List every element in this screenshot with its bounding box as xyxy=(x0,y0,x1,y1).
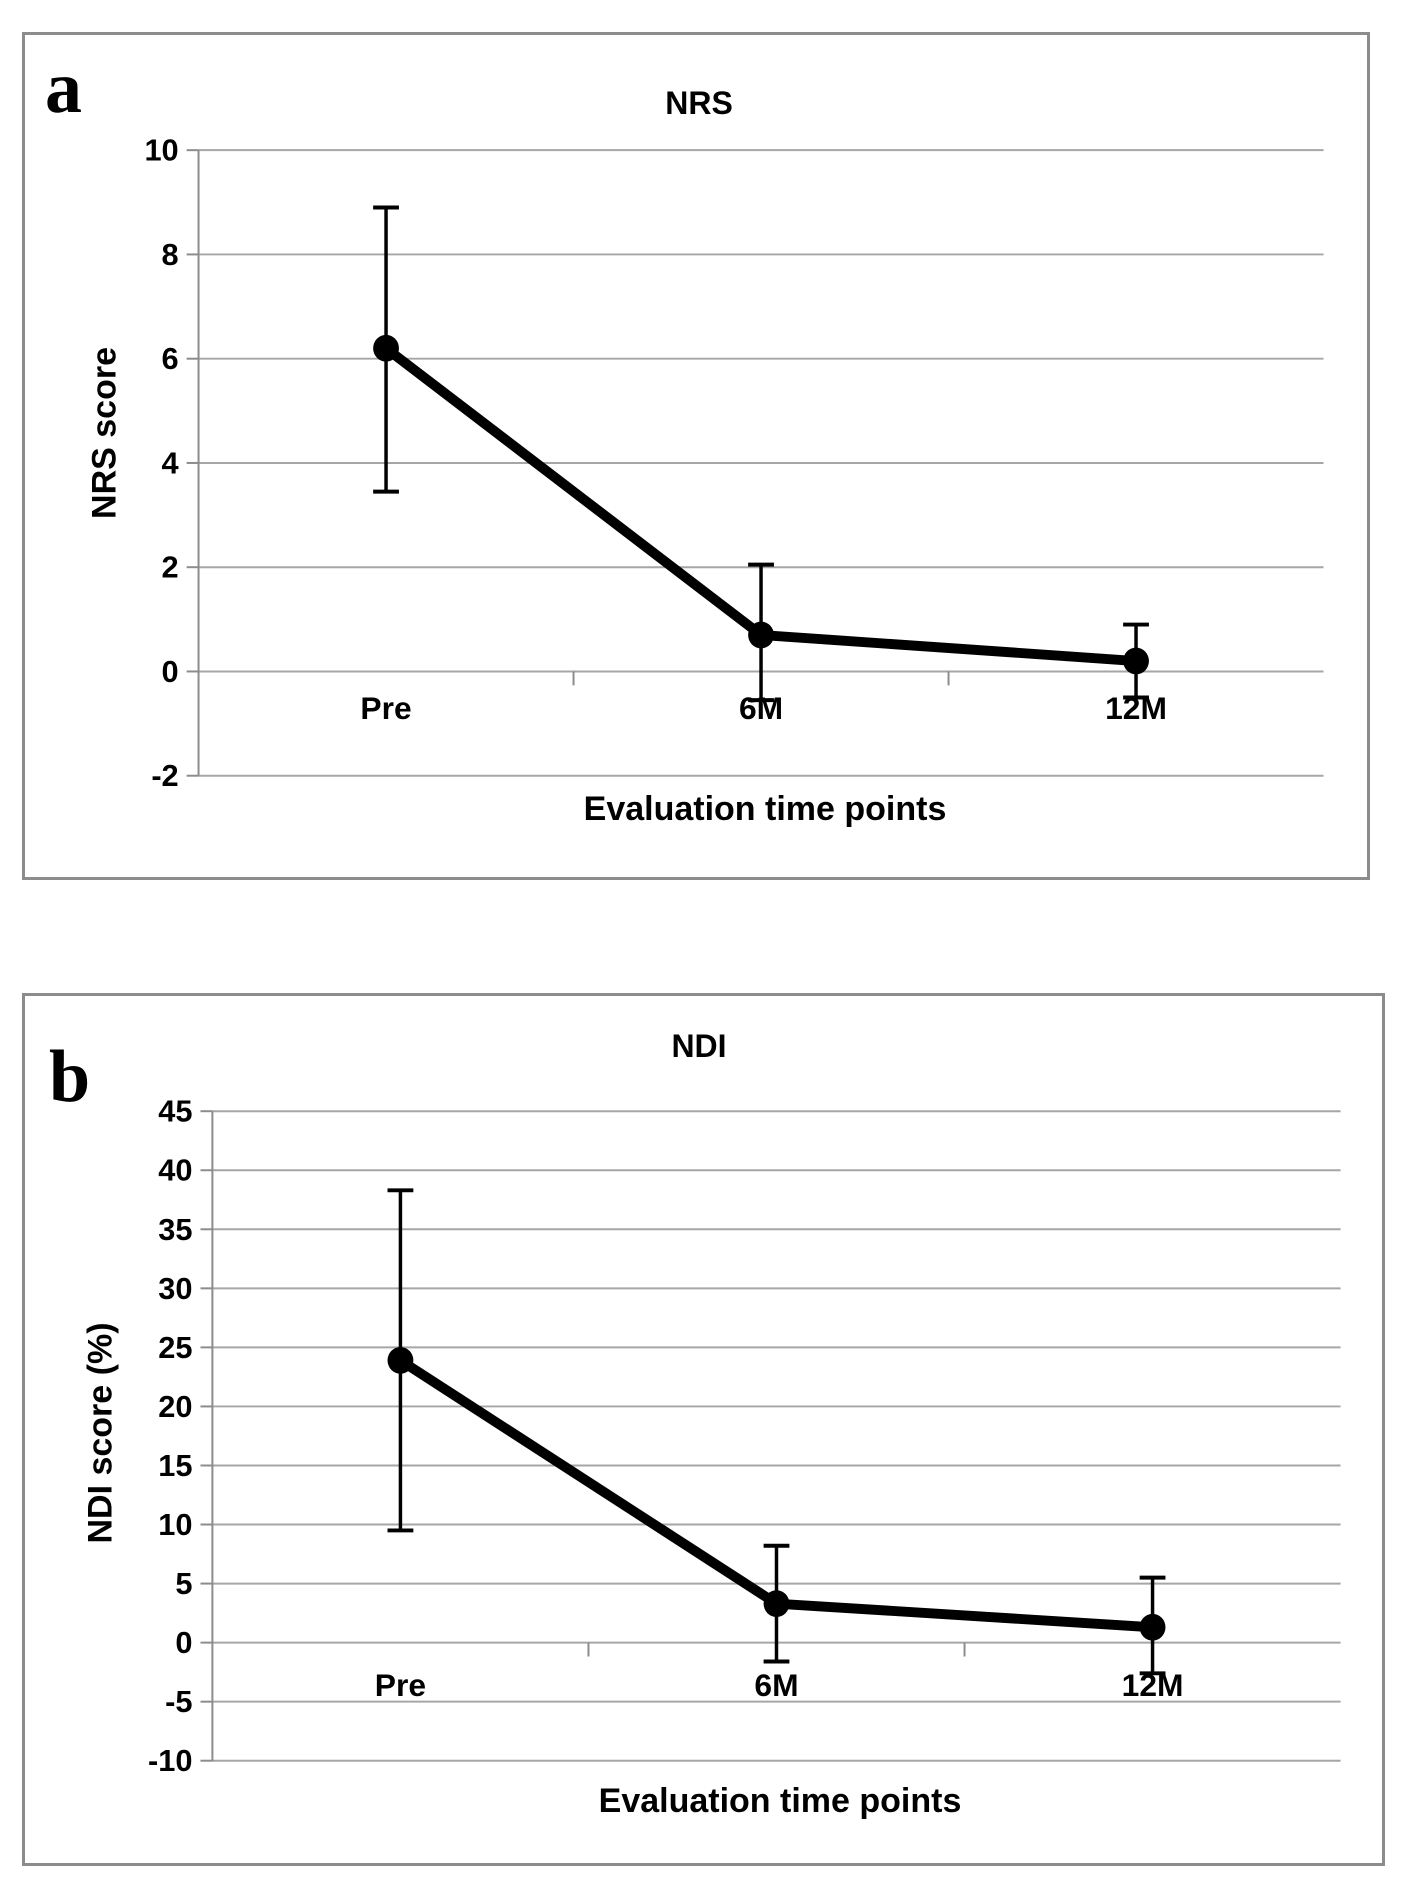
nrs-y-axis-title: NRS score xyxy=(85,347,124,519)
y-tick-label: 0 xyxy=(162,654,179,689)
data-point-marker xyxy=(748,621,774,649)
ndi-y-axis-title: NDI score (%) xyxy=(81,1322,120,1544)
nrs-chart-title: NRS xyxy=(665,85,733,121)
y-tick-label: 30 xyxy=(158,1271,192,1306)
y-tick-label: 5 xyxy=(175,1566,192,1601)
ndi-x-axis-title: Evaluation time points xyxy=(598,1782,962,1820)
y-tick-label: -10 xyxy=(148,1743,192,1778)
panel-b-ndi: 45 40 35 30 25 20 15 10 5 0 -5 -10 Pre 6M 12M b NDI ND… xyxy=(22,993,1385,1866)
ndi-chart-title: NDI xyxy=(671,1028,727,1064)
y-tick-label: 4 xyxy=(162,445,179,480)
y-tick-label: 10 xyxy=(158,1507,192,1542)
panel-letter-a: a xyxy=(45,47,82,129)
x-category-label: Pre xyxy=(360,690,411,726)
y-tick-label: -5 xyxy=(165,1684,192,1719)
data-point-marker xyxy=(763,1590,790,1618)
y-tick-label: 2 xyxy=(162,550,179,585)
data-point-marker xyxy=(387,1346,414,1374)
x-category-label: Pre xyxy=(375,1667,426,1703)
y-tick-label: 20 xyxy=(158,1389,192,1424)
y-tick-label: 10 xyxy=(144,133,178,168)
y-tick-label: 45 xyxy=(158,1094,192,1129)
y-tick-label: 35 xyxy=(158,1212,192,1247)
panel-letter-b: b xyxy=(49,1036,91,1118)
nrs-x-axis-title: Evaluation time points xyxy=(583,790,947,828)
y-tick-label: 15 xyxy=(158,1448,192,1483)
x-category-label: 6M xyxy=(754,1667,798,1703)
data-point-marker xyxy=(1139,1613,1166,1641)
y-tick-label: 25 xyxy=(158,1330,192,1365)
data-point-marker xyxy=(373,334,399,362)
data-point-marker xyxy=(1123,647,1149,675)
y-tick-label: -2 xyxy=(151,758,178,793)
panel-a-nrs: 10 8 6 4 2 0 -2 Pre 6M 12M a NRS NRS score Evalua… xyxy=(22,32,1370,880)
y-tick-label: 0 xyxy=(175,1625,192,1660)
y-tick-label: 8 xyxy=(162,237,179,272)
y-tick-label: 40 xyxy=(158,1153,192,1188)
y-tick-label: 6 xyxy=(162,341,179,376)
